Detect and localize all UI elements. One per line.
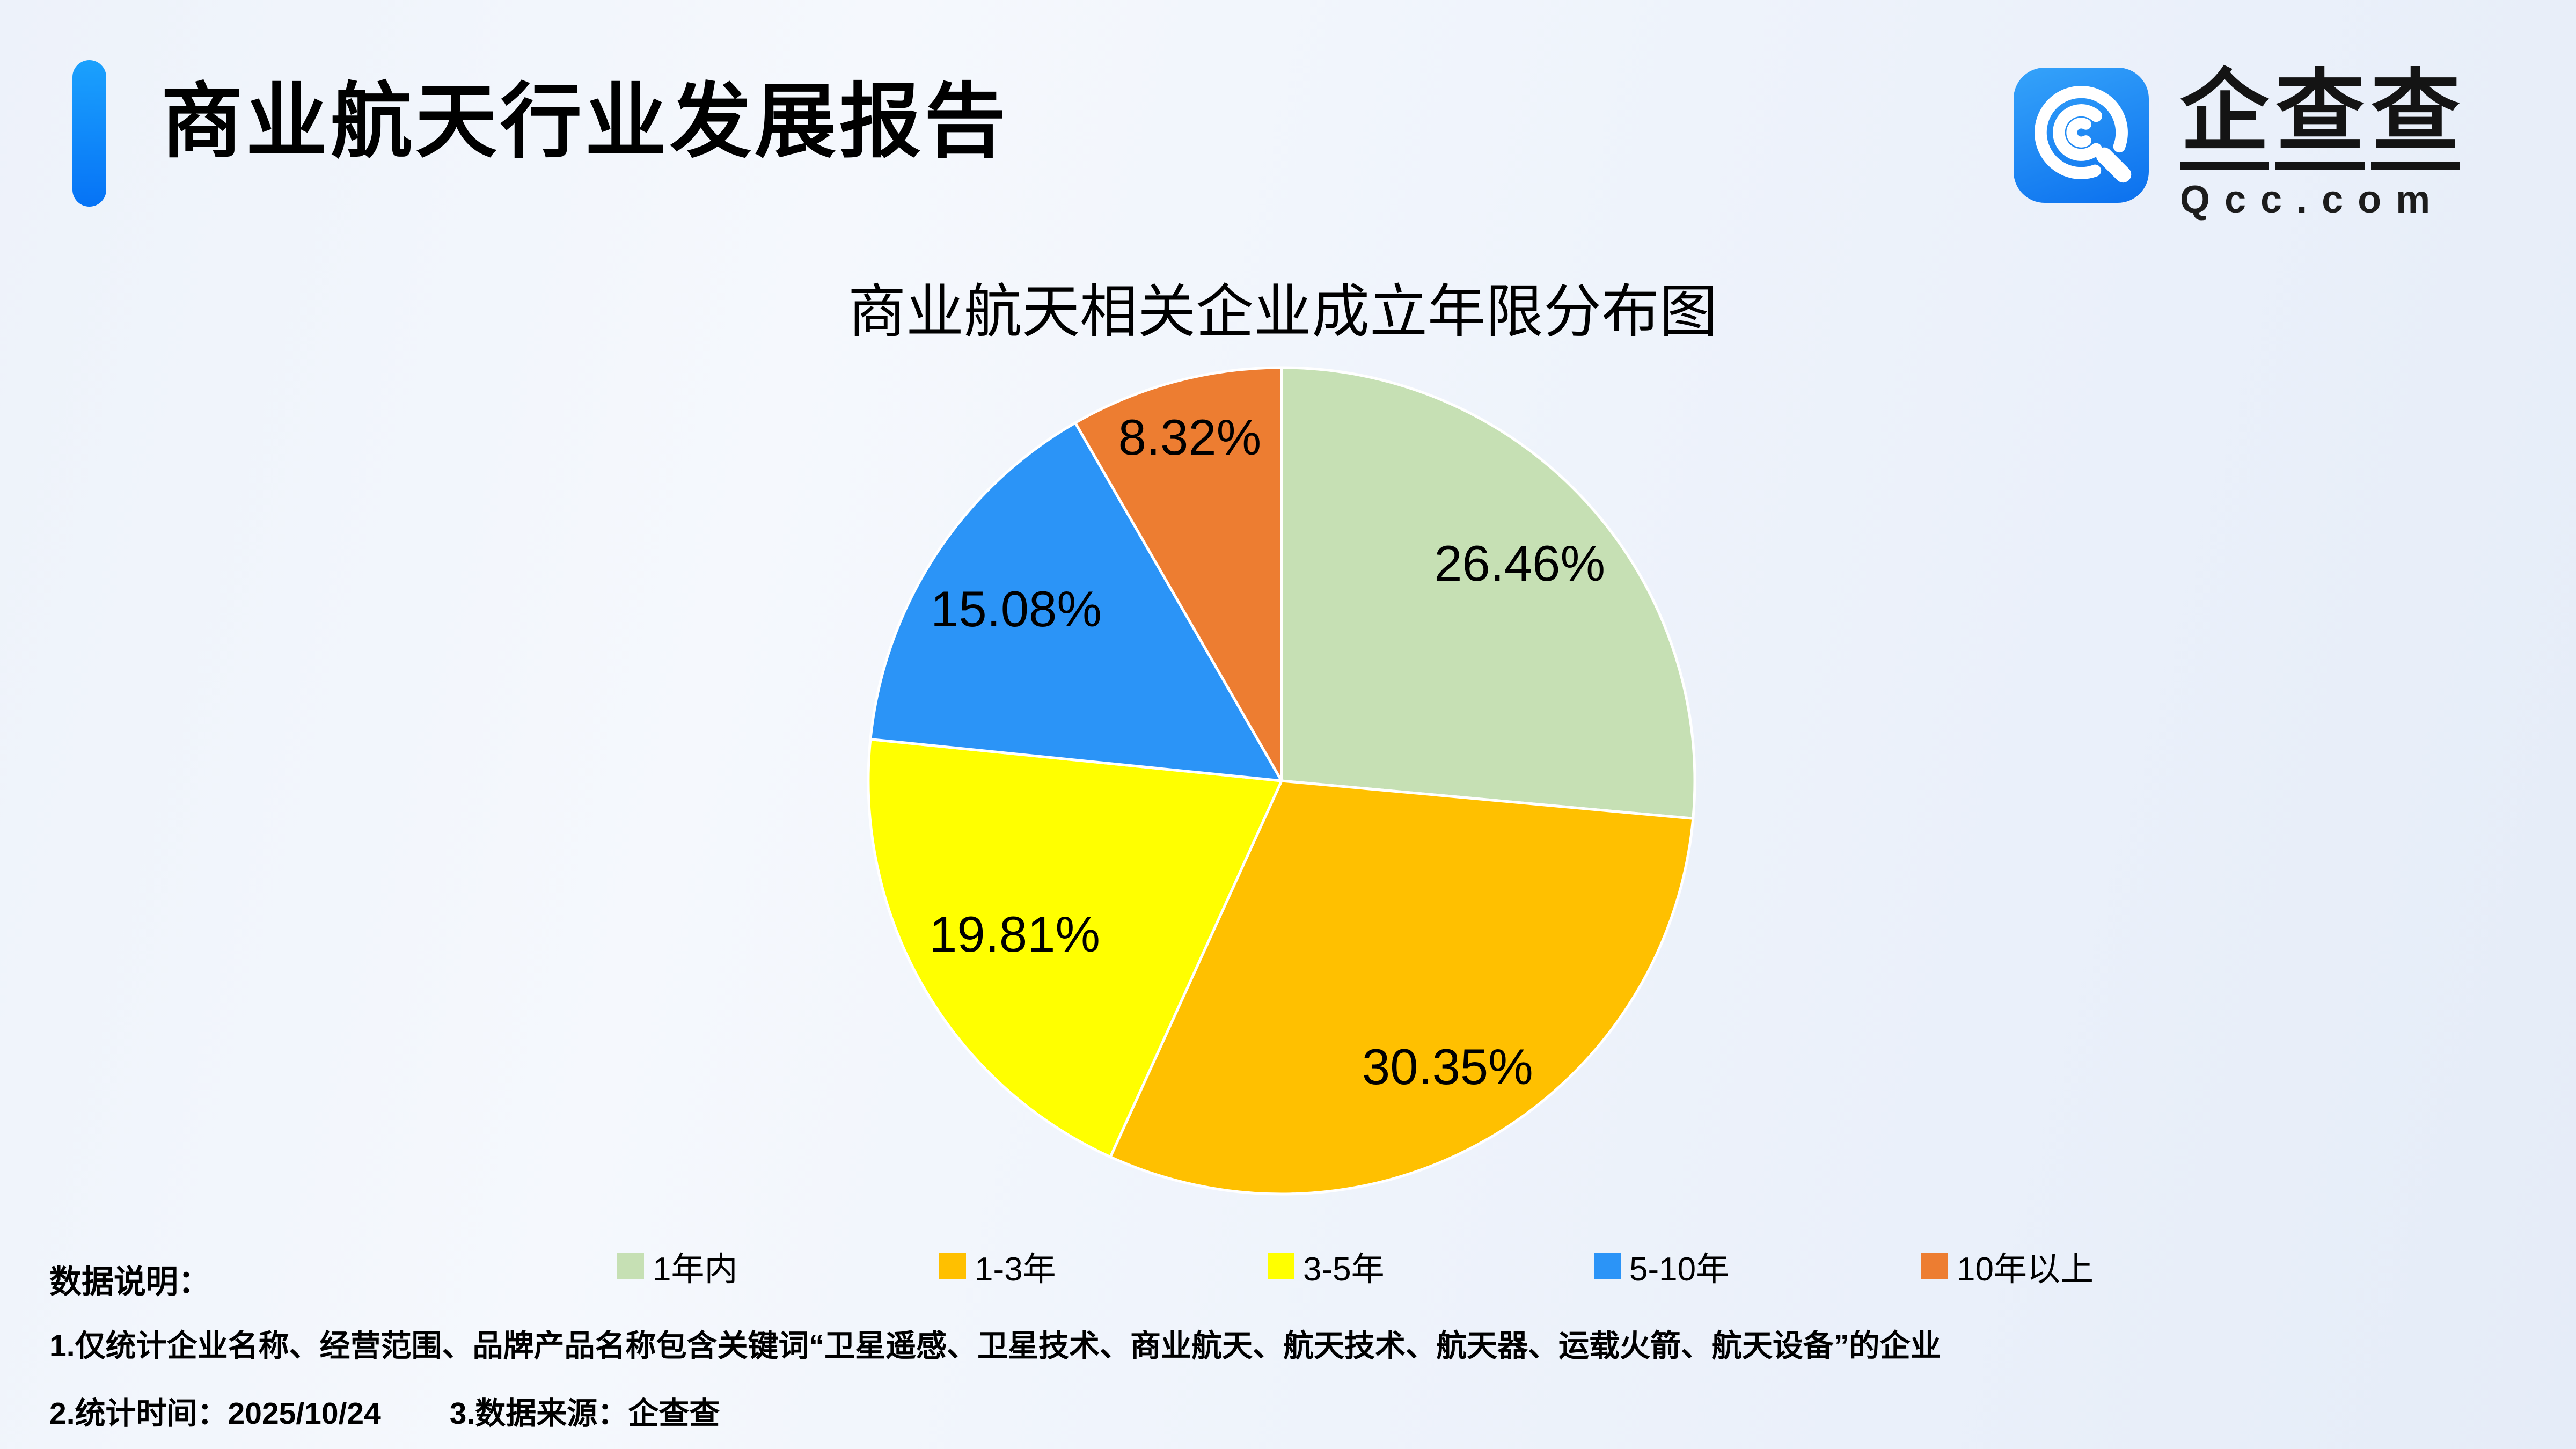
brand-name: 企查查 (2180, 68, 2460, 170)
page-title: 商业航天行业发展报告 (161, 76, 1009, 167)
notes-stat-time: 2.统计时间：2025/10/24 (49, 1396, 381, 1431)
q-mark-icon (2035, 86, 2132, 183)
brand-name-char: 查 (2371, 68, 2460, 170)
legend-label-1: 1-3年 (975, 1251, 1056, 1288)
brand-name-char: 企 (2180, 68, 2269, 170)
brand-logo: 企查查 Qcc.com (2014, 68, 2460, 222)
pie-chart-svg (867, 366, 1696, 1196)
pie-label-1: 30.35% (1362, 1038, 1533, 1095)
pie-label-2: 19.81% (929, 905, 1100, 962)
pie-slice-1 (1109, 779, 1695, 1196)
legend-swatch-1 (939, 1253, 966, 1279)
pie-slice-4 (1074, 366, 1283, 782)
legend-item-0: 1年内 (617, 1242, 737, 1290)
pie-slice-3 (869, 421, 1283, 782)
notes-data-source: 3.数据来源：企查查 (449, 1396, 720, 1431)
qcc-logo-icon (2014, 68, 2149, 203)
legend-label-2: 3-5年 (1303, 1251, 1385, 1288)
brand-name-char: 查 (2275, 68, 2365, 170)
legend-swatch-0 (617, 1253, 644, 1279)
brand-domain-text: Qcc.com (2180, 178, 2445, 221)
notes-heading: 数据说明： (49, 1264, 210, 1300)
chart-legend: 1年内 1-3年 3-5年 5-10年 10年以上 (0, 1242, 2576, 1288)
legend-item-1: 1-3年 (939, 1242, 1056, 1290)
notes-line-2: 2.统计时间：2025/10/24 3.数据来源：企查查 (49, 1389, 720, 1433)
pie-label-0: 26.46% (1434, 535, 1606, 592)
pie-slice-2 (867, 737, 1283, 1159)
legend-item-4: 10年以上 (1921, 1242, 2094, 1290)
legend-swatch-4 (1921, 1253, 1948, 1279)
pie-label-4: 8.32% (1118, 409, 1262, 466)
pie-slice-0 (1280, 366, 1696, 820)
notes-line-1: 1.仅统计企业名称、经营范围、品牌产品名称包含关键词“卫星遥感、卫星技术、商业航… (49, 1329, 1941, 1363)
legend-label-4: 10年以上 (1957, 1251, 2094, 1288)
pie-chart: 26.46% 30.35% 19.81% 15.08% 8.32% (858, 357, 1706, 1205)
legend-swatch-3 (1594, 1253, 1621, 1279)
legend-label-0: 1年内 (653, 1251, 738, 1288)
pie-label-3: 15.08% (931, 580, 1102, 637)
legend-item-3: 5-10年 (1594, 1242, 1729, 1290)
legend-item-2: 3-5年 (1268, 1242, 1385, 1290)
title-accent-bar (72, 60, 106, 207)
legend-label-3: 5-10年 (1629, 1251, 1730, 1288)
chart-title: 商业航天相关企业成立年限分布图 (847, 279, 1717, 344)
legend-swatch-2 (1268, 1253, 1294, 1279)
brand-text: 企查查 Qcc.com (2180, 68, 2460, 222)
